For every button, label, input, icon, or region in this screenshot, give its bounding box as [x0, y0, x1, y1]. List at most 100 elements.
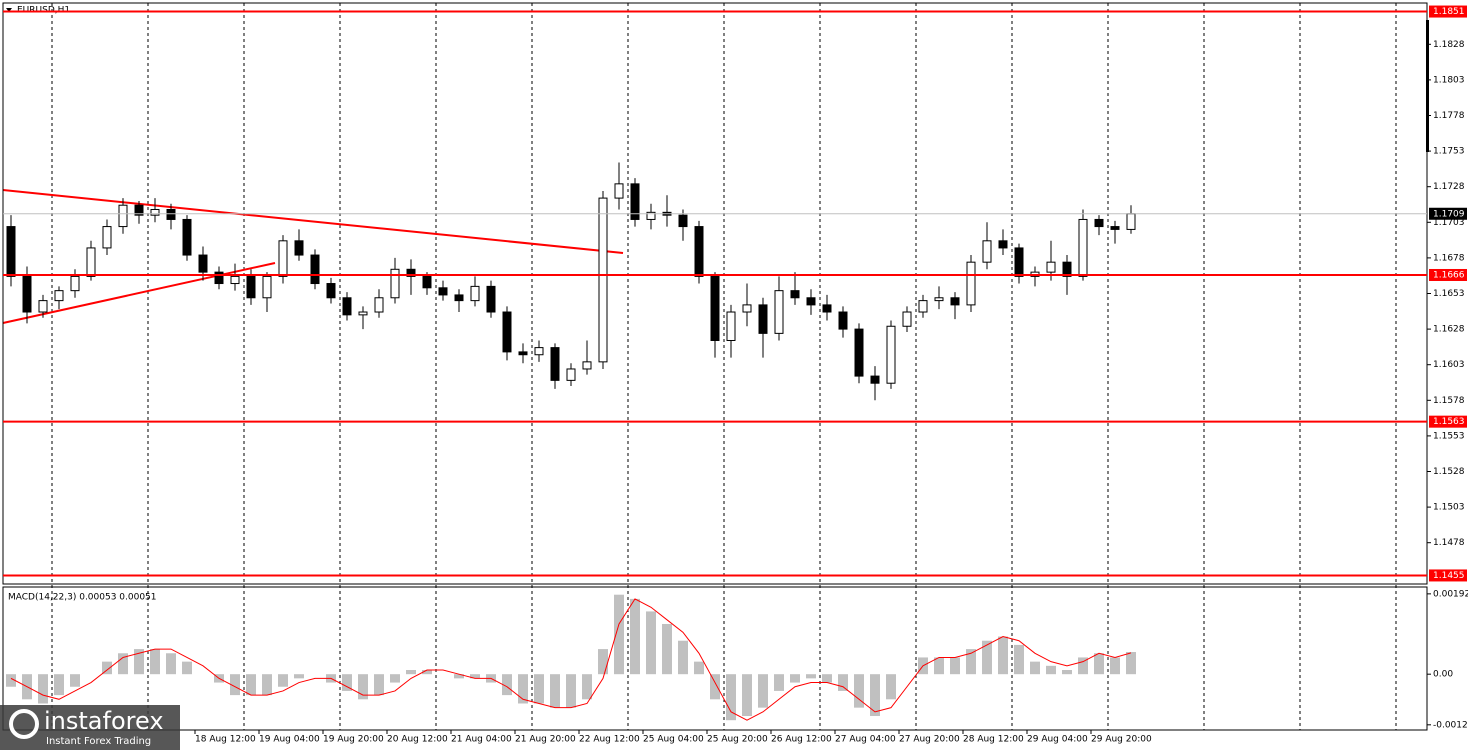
macd-bar: [982, 640, 992, 675]
macd-bar: [422, 670, 432, 675]
candle-body: [534, 347, 544, 356]
watermark: instaforex Instant Forex Trading: [0, 705, 180, 750]
y-tick-label: 1.1828: [1433, 40, 1465, 50]
candle-body: [742, 304, 752, 313]
macd-bar: [598, 649, 608, 675]
level-label-box: [1429, 5, 1467, 18]
macd-bar: [102, 661, 112, 675]
macd-bar: [662, 623, 672, 675]
macd-bar: [806, 674, 816, 679]
candle-body: [406, 268, 416, 277]
watermark-brand: instaforex: [44, 707, 164, 735]
candle-body: [1110, 226, 1120, 230]
grid: [51, 3, 1397, 730]
candle-body: [1046, 261, 1056, 273]
macd-bar: [518, 674, 528, 704]
macd-bar: [454, 674, 464, 679]
candle-body: [646, 211, 656, 220]
candle-body: [934, 297, 944, 302]
y-tick-label: 0.00192: [1433, 589, 1468, 599]
macd-bar: [1030, 661, 1040, 675]
trendline: [2, 262, 276, 324]
macd-bar: [1094, 653, 1104, 675]
x-tick-label: 19 Aug 04:00: [259, 735, 320, 745]
macd-bar: [726, 674, 736, 721]
candle-body: [870, 375, 880, 384]
macd-bar: [118, 653, 128, 675]
x-tick-label: 25 Aug 20:00: [707, 735, 768, 745]
y-tick-label: 1.1628: [1433, 325, 1465, 335]
y-tick-label: 1.1478: [1433, 538, 1465, 548]
x-tick-label: 25 Aug 04:00: [643, 735, 704, 745]
candle-body: [902, 311, 912, 327]
y-tick-label: 1.1653: [1433, 289, 1465, 299]
macd-bar: [1126, 652, 1136, 675]
macd-bar: [870, 674, 880, 717]
macd-bar: [678, 640, 688, 675]
macd-bar: [1062, 670, 1072, 675]
candle-body: [422, 275, 432, 289]
candle-body: [70, 275, 80, 292]
candle-body: [774, 290, 784, 334]
macd-bar: [966, 649, 976, 675]
macd-bar: [1110, 657, 1120, 675]
macd-bar: [774, 674, 784, 691]
macd-bar: [854, 674, 864, 708]
macd-bar: [406, 670, 416, 675]
macd-bar: [742, 674, 752, 717]
candle-body: [678, 214, 688, 228]
candle-body: [758, 304, 768, 334]
candle-body: [22, 275, 32, 313]
macd-bar: [182, 661, 192, 675]
y-tick-label: 1.1528: [1433, 467, 1465, 477]
candle-body: [982, 240, 992, 263]
candle-body: [838, 311, 848, 330]
x-tick-label: 20 Aug 12:00: [387, 735, 448, 745]
candle-body: [550, 347, 560, 381]
candle-body: [966, 261, 976, 306]
candle-body: [390, 268, 400, 299]
macd-bar: [278, 674, 288, 687]
macd-bar: [1014, 644, 1024, 675]
x-tick-label: 27 Aug 20:00: [899, 735, 960, 745]
candle-body: [278, 240, 288, 277]
macd-bar: [1046, 665, 1056, 675]
candle-body: [566, 368, 576, 381]
candle-body: [822, 304, 832, 313]
candle-body: [502, 311, 512, 353]
y-tick-label: 1.1803: [1433, 75, 1465, 85]
x-tick-label: 27 Aug 04:00: [835, 735, 896, 745]
macd-bar: [566, 674, 576, 708]
macd-label: MACD(14,22,3) 0.00053 0.00051: [8, 593, 157, 603]
candle-body: [454, 294, 464, 302]
candle-body: [1014, 247, 1024, 277]
level-label-box: [1429, 415, 1467, 428]
y-tick-label: 1.1503: [1433, 503, 1465, 513]
macd-bar: [614, 594, 624, 675]
candle-body: [598, 197, 608, 363]
candle-body: [166, 208, 176, 220]
macd-bar: [790, 674, 800, 683]
macd-bar: [70, 674, 80, 687]
last-price-label: 1.1709: [1433, 209, 1465, 219]
level-label: 1.1563: [1433, 417, 1465, 427]
candle-body: [342, 297, 352, 316]
macd-signal-line: [10, 598, 1132, 721]
y-tick-label: 1.1678: [1433, 253, 1465, 263]
macd-bar: [630, 598, 640, 675]
x-tick-label: 29 Aug 20:00: [1091, 735, 1152, 745]
candle-body: [118, 204, 128, 228]
candle-body: [134, 204, 144, 216]
x-tick-label: 21 Aug 04:00: [451, 735, 512, 745]
candle-body: [726, 311, 736, 341]
macd-bar: [534, 674, 544, 704]
macd-bar: [694, 661, 704, 675]
macd-bar: [342, 674, 352, 691]
candle-body: [38, 300, 48, 313]
macd-bar: [150, 649, 160, 675]
candle-body: [294, 240, 304, 256]
macd-bar: [262, 674, 272, 696]
candle-body: [374, 297, 384, 313]
